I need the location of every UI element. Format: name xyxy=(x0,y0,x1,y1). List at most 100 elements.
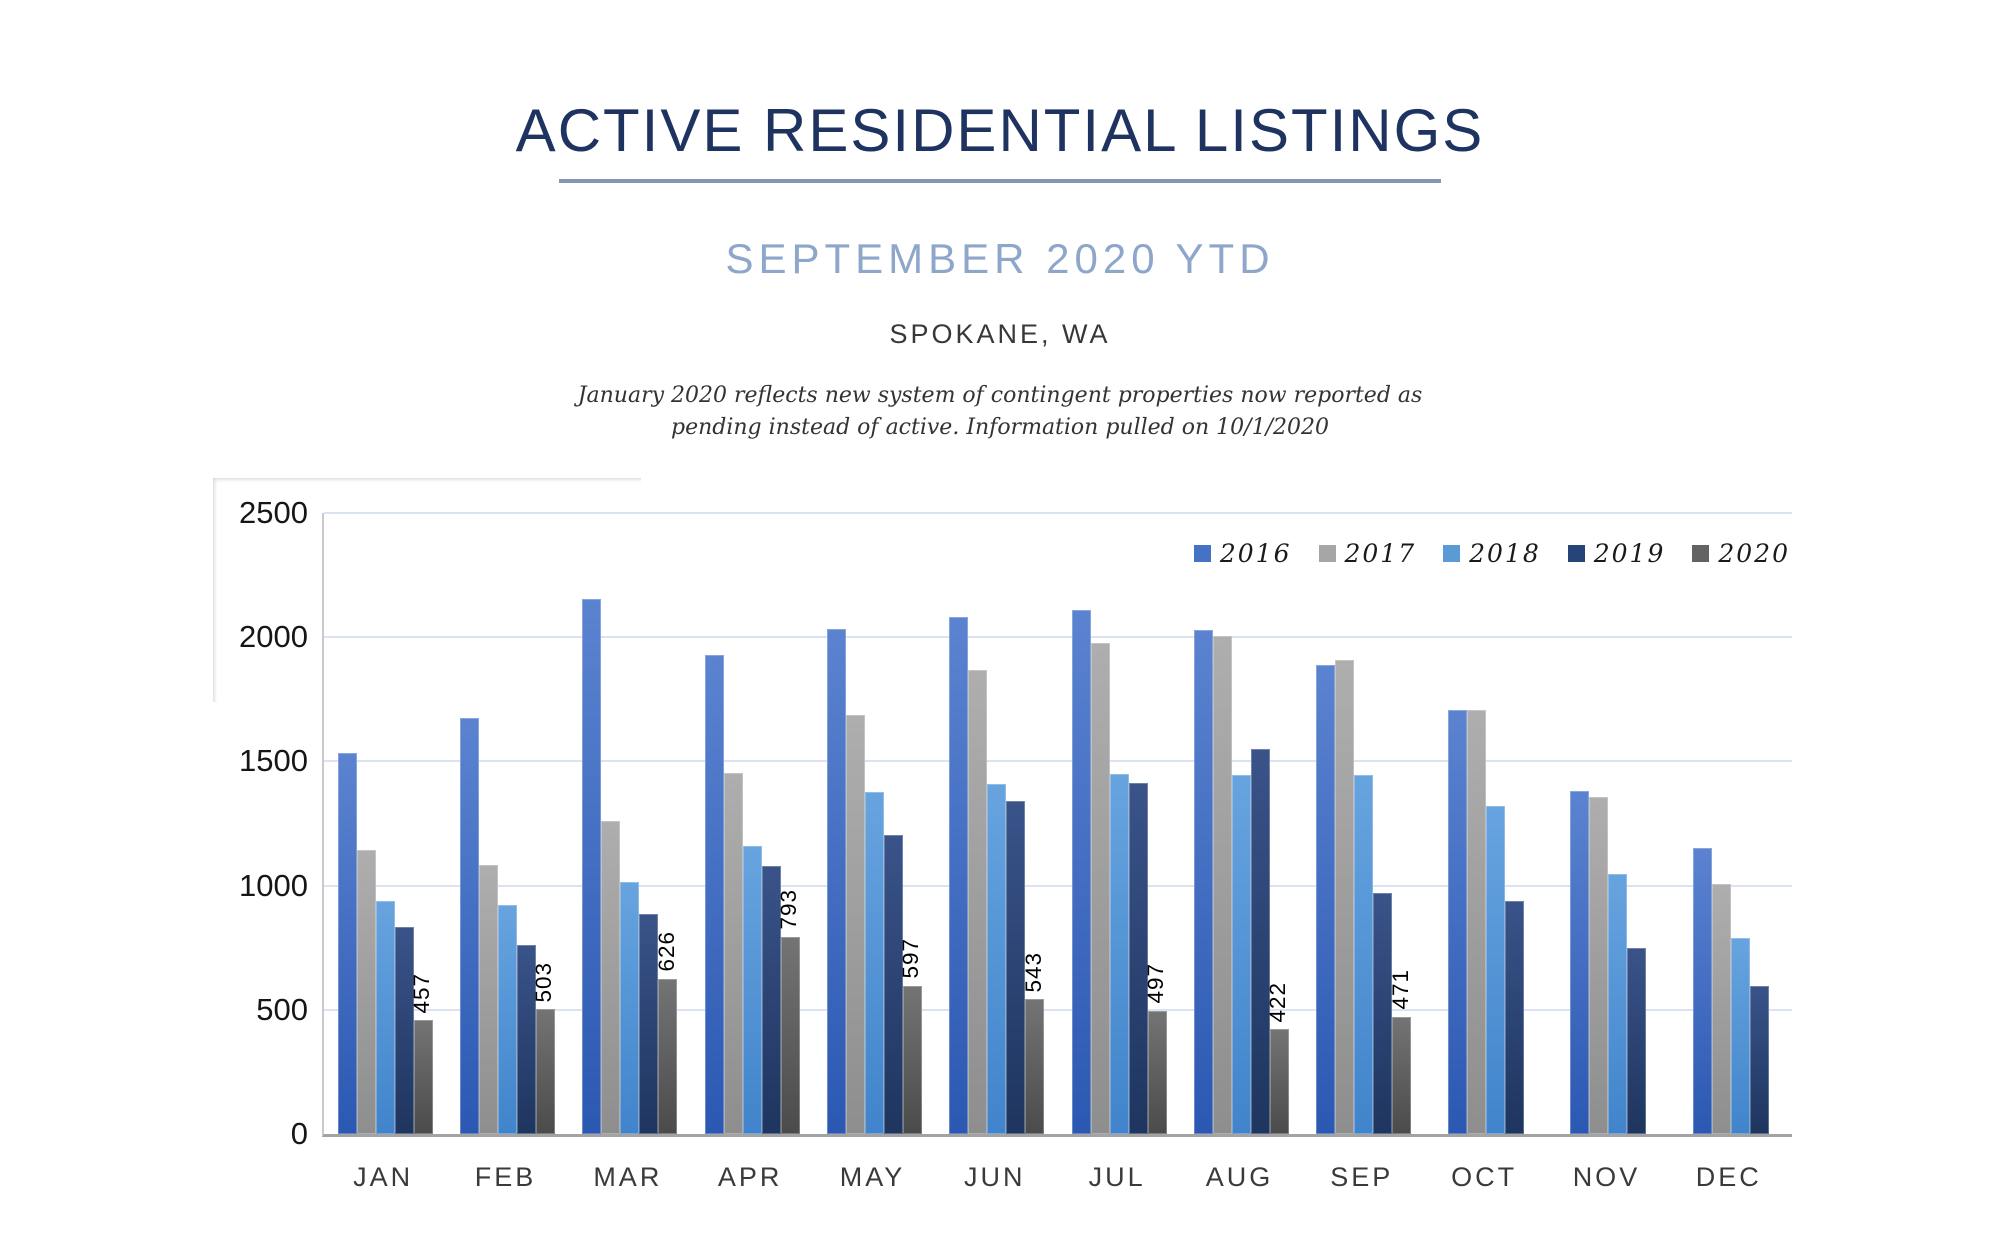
bar-group-feb: 503 xyxy=(446,513,568,1134)
legend-swatch-2019 xyxy=(1567,545,1585,562)
legend-item-2017: 2017 xyxy=(1318,539,1417,568)
bar-2019-aug xyxy=(1250,748,1270,1134)
bar-2019-nov xyxy=(1627,947,1647,1134)
footnote: January 2020 reflects new system of cont… xyxy=(0,380,2000,444)
bar-value-label-2020-aug: 422 xyxy=(1265,981,1291,1023)
bar-groups: 457 503 626 793 597 543 497 422 471 xyxy=(324,513,1792,1134)
bar-value-label-2020-jan: 457 xyxy=(409,972,435,1014)
bar-group-nov xyxy=(1547,513,1669,1134)
bar-2017-jun xyxy=(968,669,988,1134)
bar-2016-sep xyxy=(1316,664,1336,1134)
bar-2019-may xyxy=(883,834,903,1134)
plot-area: 2016 2017 2018 2019 2020 457 503 626 793 597 543 4… xyxy=(239,495,1792,1151)
bar-2016-nov xyxy=(1570,791,1590,1134)
page-subtitle: SEPTEMBER 2020 YTD xyxy=(725,235,1275,282)
bar-2017-apr xyxy=(723,772,743,1134)
legend-swatch-2020 xyxy=(1692,545,1710,562)
bar-2016-may xyxy=(826,628,846,1134)
bar-2019-dec xyxy=(1749,986,1769,1134)
bar-value-label-2020-mar: 626 xyxy=(653,930,679,972)
title-underline xyxy=(559,179,1441,183)
bar-2016-jul xyxy=(1071,609,1091,1134)
bar-2019-jul xyxy=(1128,782,1148,1134)
bar-group-may: 597 xyxy=(813,513,935,1134)
x-axis-label-nov: NOV xyxy=(1572,1162,1641,1192)
bar-2016-feb xyxy=(459,717,479,1134)
bar-2018-oct xyxy=(1486,806,1506,1134)
bar-value-label-2020-apr: 793 xyxy=(776,889,802,931)
bar-group-aug: 422 xyxy=(1180,513,1302,1134)
x-axis-label-feb: FEB xyxy=(474,1162,537,1192)
y-axis-label-2000: 2000 xyxy=(239,619,308,655)
bar-2017-nov xyxy=(1589,797,1609,1134)
bar-2020-jun xyxy=(1025,999,1045,1134)
y-axis-label-1500: 1500 xyxy=(239,743,308,779)
bar-2018-mar xyxy=(620,881,640,1134)
y-axis-label-2500: 2500 xyxy=(239,495,308,530)
legend-item-2020: 2020 xyxy=(1692,539,1790,568)
legend: 2016 2017 2018 2019 2020 xyxy=(1193,539,1790,568)
bar-2018-jan xyxy=(375,900,395,1134)
chart-header: ACTIVE RESIDENTIAL LISTINGS SEPTEMBER 20… xyxy=(0,0,2000,444)
bar-group-mar: 626 xyxy=(569,513,691,1134)
bar-2020-jan xyxy=(413,1020,433,1134)
bar-group-jan: 457 xyxy=(324,513,446,1134)
bar-2020-feb xyxy=(535,1009,555,1134)
x-axis-label-aug: AUG xyxy=(1205,1162,1274,1192)
bar-2018-jul xyxy=(1109,773,1129,1134)
x-axis-label-dec: DEC xyxy=(1695,1162,1762,1192)
bar-2018-jun xyxy=(987,783,1007,1134)
bar-group-dec xyxy=(1670,513,1792,1134)
bar-2020-may xyxy=(902,985,922,1134)
bar-value-label-2020-sep: 471 xyxy=(1387,969,1413,1011)
x-axis-label-may: MAY xyxy=(839,1162,906,1192)
bar-2019-mar xyxy=(639,914,659,1134)
bar-group-apr: 793 xyxy=(691,513,813,1134)
bar-2020-sep xyxy=(1392,1017,1412,1134)
footnote-line-2: pending instead of active. Information p… xyxy=(671,414,1329,440)
bar-2016-jun xyxy=(949,617,969,1134)
bar-2018-feb xyxy=(497,905,517,1134)
legend-label-2018: 2018 xyxy=(1469,539,1541,568)
bar-2018-aug xyxy=(1231,775,1251,1134)
bar-2017-feb xyxy=(478,864,498,1134)
bar-group-jun: 543 xyxy=(936,513,1058,1134)
x-axis-label-jul: JUL xyxy=(1088,1162,1146,1192)
location-label: SPOKANE, WA xyxy=(889,319,1111,349)
bar-2018-may xyxy=(864,792,884,1134)
x-axis-label-sep: SEP xyxy=(1330,1162,1394,1192)
x-axis-label-jan: JAN xyxy=(353,1162,414,1192)
bar-2018-apr xyxy=(742,845,762,1134)
bar-2019-apr xyxy=(761,865,781,1134)
legend-label-2020: 2020 xyxy=(1718,539,1790,568)
bar-group-oct xyxy=(1425,513,1547,1134)
bar-value-label-2020-may: 597 xyxy=(898,938,924,979)
bar-2019-jan xyxy=(394,926,414,1134)
bar-2016-aug xyxy=(1193,629,1213,1134)
bar-group-sep: 471 xyxy=(1303,513,1425,1134)
legend-swatch-2016 xyxy=(1193,545,1211,562)
x-axis-label-oct: OCT xyxy=(1451,1162,1518,1192)
x-axis-label-apr: APR xyxy=(717,1162,783,1192)
x-axis-labels: JAN FEB MAR APR MAY JUN JUL AUG SEP OCT NOV DEC xyxy=(322,1162,1790,1193)
bar-value-label-2020-feb: 503 xyxy=(531,961,557,1003)
bar-chart: 2016 2017 2018 2019 2020 457 503 626 793 597 543 4… xyxy=(195,495,1895,1220)
bar-2016-dec xyxy=(1692,848,1712,1134)
bar-2017-mar xyxy=(601,821,621,1134)
bar-2016-mar xyxy=(582,598,602,1134)
bar-2016-jan xyxy=(337,752,357,1134)
legend-swatch-2017 xyxy=(1318,545,1336,562)
legend-label-2017: 2017 xyxy=(1344,539,1417,568)
legend-item-2019: 2019 xyxy=(1567,539,1666,568)
bar-2020-apr xyxy=(780,937,800,1134)
bar-2020-jul xyxy=(1147,1010,1167,1134)
bar-2019-jun xyxy=(1006,801,1026,1134)
bar-2016-oct xyxy=(1448,710,1468,1134)
legend-item-2016: 2016 xyxy=(1193,539,1292,568)
legend-label-2019: 2019 xyxy=(1593,539,1666,568)
bar-2018-dec xyxy=(1730,937,1750,1134)
bar-2017-aug xyxy=(1212,635,1232,1134)
footnote-line-1: January 2020 reflects new system of cont… xyxy=(577,383,1423,408)
bar-2019-feb xyxy=(516,945,536,1134)
